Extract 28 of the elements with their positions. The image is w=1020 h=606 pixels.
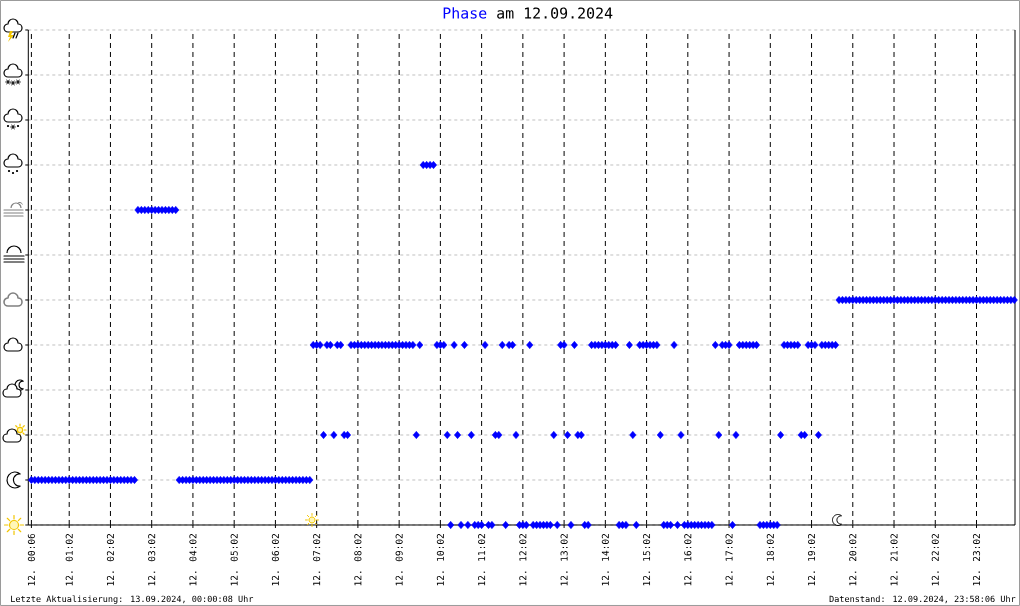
x-tick-label: 12. 16:02 xyxy=(684,534,692,586)
x-tick-label: 12. 17:02 xyxy=(725,534,733,586)
x-tick-label: 12. 19:02 xyxy=(807,534,816,586)
x-tick-label: 12. 15:02 xyxy=(643,534,651,586)
x-tick-label: 12. 12:02 xyxy=(519,534,527,586)
x-tick-label: 12. 02:02 xyxy=(106,534,115,586)
x-tick-label: 12. 01:02 xyxy=(65,534,73,586)
x-tick-label: 12. 21:02 xyxy=(890,534,898,586)
x-tick-label: 12. 08:02 xyxy=(354,534,362,586)
x-tick-label: 12. 10:02 xyxy=(436,534,444,586)
x-tick-label: 12. 22:02 xyxy=(931,534,939,586)
x-tick-label: 12. 09:02 xyxy=(395,534,403,586)
x-tick-label: 12. 14:02 xyxy=(601,534,609,586)
x-tick-label: 12. 18:02 xyxy=(766,534,774,586)
chart-title: am 12.09.2024 xyxy=(497,7,613,19)
text: Phase xyxy=(443,7,487,19)
x-tick-label: 12. 04:02 xyxy=(189,534,197,586)
x-tick-label: 12. 03:02 xyxy=(148,534,156,586)
x-tick-label: 12. 13:02 xyxy=(560,534,568,586)
x-tick-label: 12. 07:02 xyxy=(313,534,321,586)
text: Datenstand: 12.09.2024, 23:58:06 Uhr xyxy=(829,595,1016,604)
text: Letzte Aktualisierung: 13.09.2024, 00:00:08 Uhr xyxy=(11,595,254,604)
x-tick-label: 12. 06:02 xyxy=(271,534,279,586)
x-tick-label: 12. 20:02 xyxy=(849,534,857,586)
x-tick-label: 12. 05:02 xyxy=(230,534,238,586)
x-tick-label: 12. 11:02 xyxy=(478,534,486,586)
x-tick-label: 12. 23:02 xyxy=(972,534,981,586)
x-tick-label: 12. 00:06 xyxy=(27,533,35,586)
